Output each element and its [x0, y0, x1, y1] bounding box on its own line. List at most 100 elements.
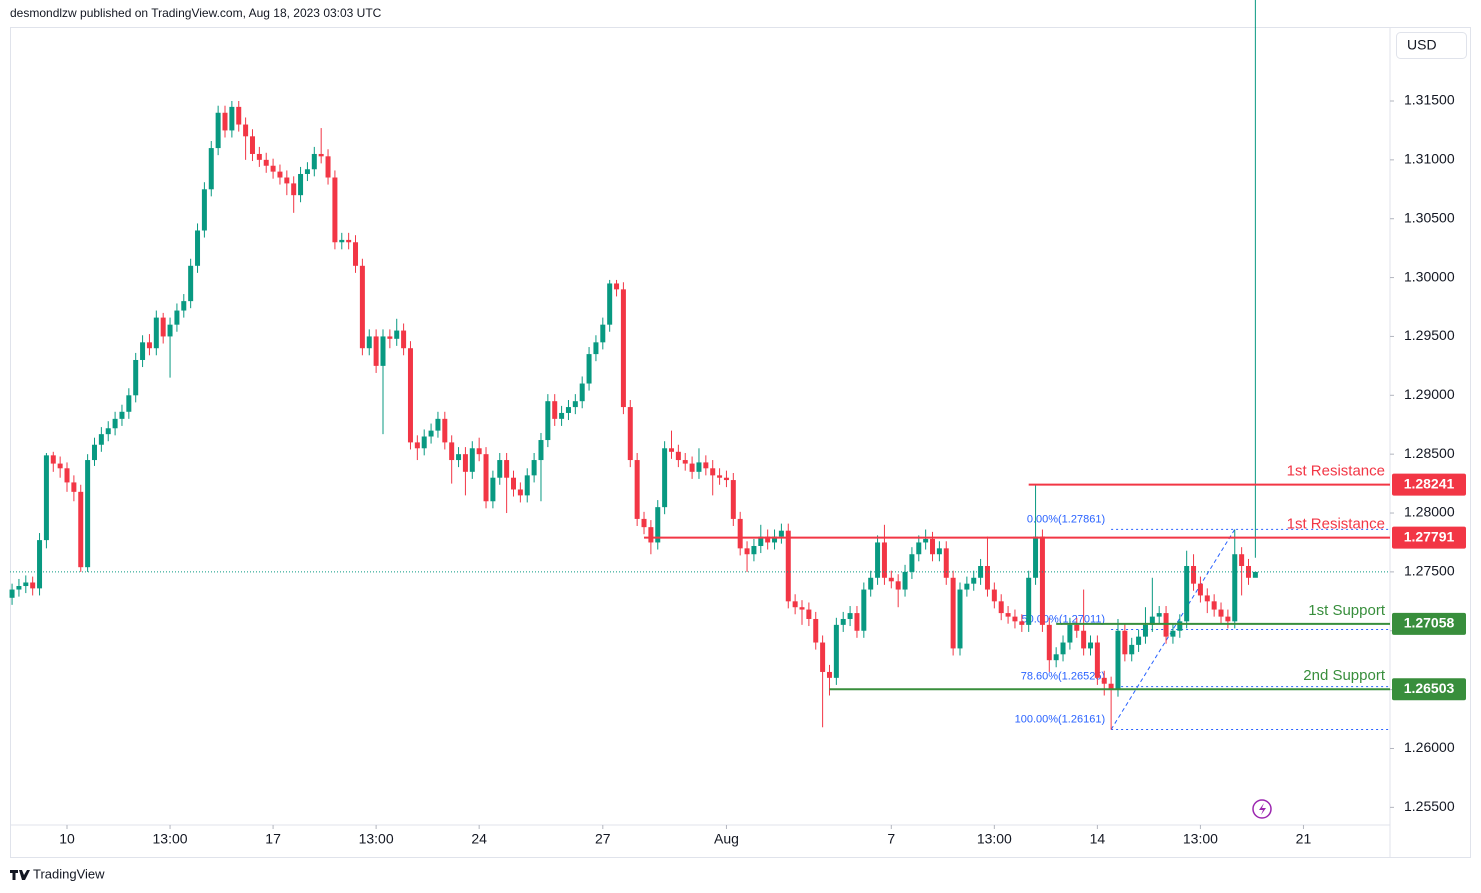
candle-body — [401, 330, 407, 349]
candle-body — [813, 618, 819, 643]
candle-body — [98, 434, 104, 445]
price-tag — [1392, 612, 1466, 635]
candle-body — [854, 613, 860, 631]
candle-body — [559, 412, 565, 419]
candle-body — [249, 136, 255, 154]
price-tag-label: 1.27058 — [1404, 615, 1455, 631]
candle-body — [1142, 624, 1148, 637]
candle-body — [215, 112, 221, 149]
candle-body — [957, 589, 963, 649]
candle-body — [91, 444, 97, 461]
candle-body — [462, 454, 468, 472]
candle-body — [730, 480, 736, 519]
candle-body — [373, 336, 379, 366]
currency-button[interactable] — [1396, 32, 1467, 59]
price-tag — [1392, 678, 1466, 701]
candle-body — [57, 463, 63, 469]
candle-body — [620, 289, 626, 408]
candle-body — [1108, 683, 1114, 690]
y-tick-label: 1.28000 — [1404, 504, 1455, 520]
candle-body — [950, 577, 956, 649]
candle-body — [1191, 566, 1197, 584]
candle-body — [1129, 644, 1135, 655]
x-tick-label: 7 — [887, 831, 895, 847]
x-tick-label: 14 — [1090, 831, 1106, 847]
candle-body — [943, 548, 949, 578]
candle-body — [30, 582, 36, 589]
x-tick-label: 24 — [471, 831, 487, 847]
candle-body — [909, 554, 915, 572]
candle-body — [565, 407, 571, 413]
x-tick-label: 13:00 — [977, 831, 1012, 847]
candle-body — [1252, 571, 1258, 578]
candle-body — [490, 477, 496, 502]
candle-body — [689, 463, 695, 472]
level-label: 2nd Support — [1303, 667, 1386, 684]
candle-body — [195, 230, 201, 266]
fib-label: 0.00%(1.27861) — [1027, 513, 1105, 525]
candle-body — [579, 383, 585, 402]
candle-body — [1039, 536, 1045, 625]
candle-body — [1170, 630, 1176, 637]
y-tick-label: 1.31000 — [1404, 151, 1455, 167]
candle-body — [229, 106, 235, 131]
candle-body — [112, 418, 118, 429]
candle-body — [1177, 621, 1183, 631]
y-tick-label: 1.27500 — [1404, 563, 1455, 579]
candle-body — [648, 527, 654, 543]
candle-body — [298, 173, 304, 196]
candle-body — [531, 460, 537, 476]
candle-body — [799, 607, 805, 610]
candle-body — [153, 317, 159, 349]
candle-body — [792, 601, 798, 608]
fib-label: 100.00%(1.26161) — [1015, 713, 1106, 725]
candle-body — [668, 448, 674, 452]
candle-body — [655, 507, 661, 543]
candle-body — [627, 407, 633, 461]
candle-body — [133, 359, 139, 396]
y-tick-label: 1.29000 — [1404, 386, 1455, 402]
candle-body — [607, 283, 613, 325]
candle-body — [222, 112, 228, 131]
candle-body — [353, 242, 359, 266]
level-label: 1st Resistance — [1287, 463, 1385, 480]
candle-body — [984, 566, 990, 590]
candle-body — [1156, 613, 1162, 617]
x-tick-label: 13:00 — [153, 831, 188, 847]
candle-body — [71, 482, 77, 492]
price-tag-label: 1.28241 — [1404, 475, 1455, 491]
candle-body — [304, 169, 310, 174]
candle-body — [888, 577, 894, 582]
candle-body — [971, 577, 977, 584]
candle-body — [902, 571, 908, 590]
candle-body — [696, 462, 702, 472]
candle-body — [1122, 630, 1128, 655]
candle-body — [1136, 636, 1142, 645]
candle-body — [318, 153, 324, 157]
currency-label[interactable]: USD — [1407, 37, 1437, 53]
x-tick-label: 13:00 — [1183, 831, 1218, 847]
candle-body — [717, 475, 723, 478]
candle-body — [256, 153, 262, 160]
candle-body — [991, 589, 997, 602]
candle-body — [703, 462, 709, 469]
candle-body — [85, 460, 91, 568]
candles — [9, 0, 1258, 730]
candle-body — [414, 442, 420, 449]
candle-body — [1053, 654, 1059, 661]
candle-body — [978, 566, 984, 578]
candle-body — [572, 401, 578, 408]
candle-body — [407, 348, 413, 443]
y-tick-label: 1.29500 — [1404, 327, 1455, 343]
candle-body — [332, 177, 338, 243]
candle-body — [291, 183, 297, 196]
candle-body — [881, 542, 887, 578]
candle-body — [847, 613, 853, 619]
candle-body — [37, 540, 43, 589]
candle-body — [1225, 616, 1231, 622]
candle-body — [1074, 624, 1080, 631]
candle-body — [785, 530, 791, 602]
lightning-icon — [1252, 799, 1272, 819]
candle-body — [43, 455, 49, 541]
